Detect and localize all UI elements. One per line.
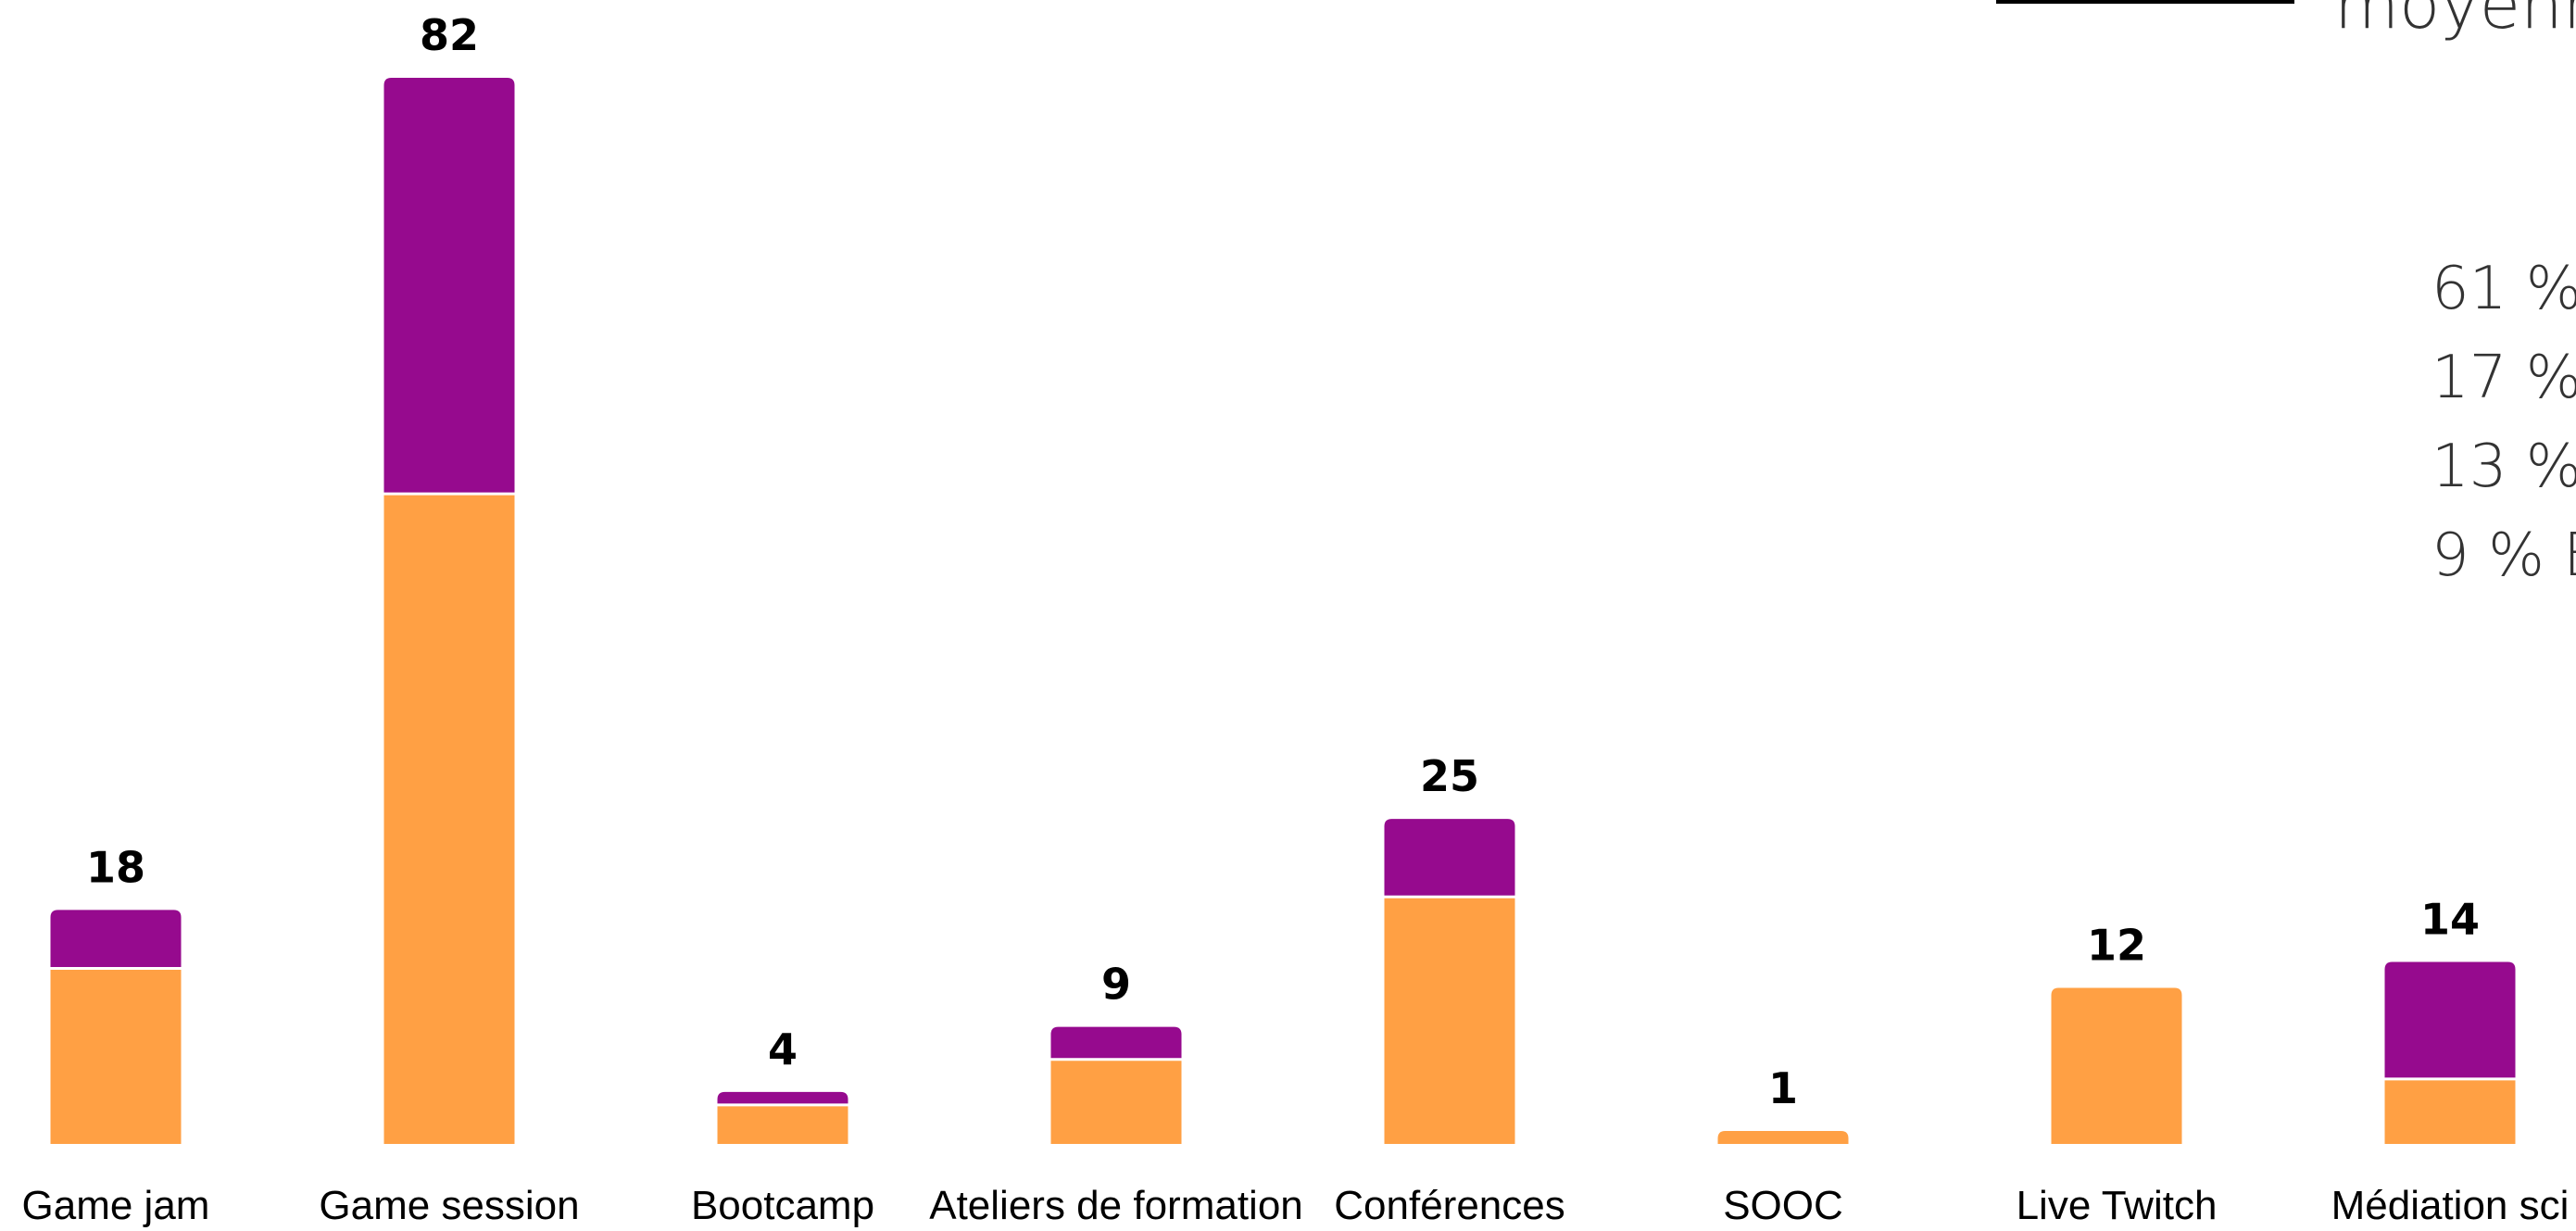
total-label-live-twitch: 12 <box>2087 921 2146 971</box>
total-label-game-jam: 18 <box>86 842 145 892</box>
category-label-bootcamp: Bootcamp <box>691 1183 874 1228</box>
side-stat-4: 9 % E <box>2431 521 2576 590</box>
total-label-conferences: 25 <box>1420 751 1479 801</box>
bar-segment-top-bootcamp <box>717 1091 848 1105</box>
header-text: moyenne <box>2334 0 2576 44</box>
header: moyenne <box>1996 0 2576 44</box>
total-label-ateliers-de-formation: 9 <box>1101 960 1131 1010</box>
side-stat-1: 61 % <box>2431 255 2576 323</box>
total-label-bootcamp: 4 <box>768 1024 798 1074</box>
bar-segment-bottom-ateliers-de-formation <box>1050 1059 1182 1144</box>
total-label-game-session: 82 <box>420 10 479 60</box>
category-label-live-twitch: Live Twitch <box>2017 1183 2218 1228</box>
category-labels: Game jam Game session Bootcamp Ateliers de … <box>22 1183 2570 1228</box>
category-label-ateliers-de-formation: Ateliers de formation <box>929 1183 1303 1228</box>
bar-segment-bottom-live-twitch <box>2051 987 2182 1144</box>
category-label-mediation-sci: Médiation sci <box>2331 1183 2570 1228</box>
category-label-sooc: SOOC <box>1723 1183 1843 1228</box>
total-label-mediation-sci: 14 <box>2420 894 2480 944</box>
bar-segment-top-ateliers-de-formation <box>1050 1026 1182 1060</box>
bar-segment-bottom-mediation-sci <box>2384 1078 2516 1144</box>
bar-segment-bottom-conferences <box>1384 897 1515 1144</box>
category-label-game-session: Game session <box>319 1183 579 1228</box>
category-label-conferences: Conférences <box>1334 1183 1564 1228</box>
bar-segment-top-game-jam <box>50 910 182 969</box>
bar-segment-top-mediation-sci <box>2384 961 2516 1079</box>
category-label-game-jam: Game jam <box>22 1183 210 1228</box>
bar-segment-bottom-game-jam <box>50 968 182 1144</box>
side-stat-3: 13 % <box>2431 433 2576 501</box>
side-stat-2: 17 % <box>2431 344 2576 412</box>
bar-segment-top-game-session <box>383 78 515 495</box>
total-label-sooc: 1 <box>1768 1063 1798 1113</box>
bar-segment-bottom-sooc <box>1717 1130 1849 1144</box>
bars <box>50 78 2516 1144</box>
bar-segment-top-conferences <box>1384 819 1515 898</box>
side-stats: 61 % 17 % 13 % 9 % E <box>2431 255 2576 590</box>
bar-segment-bottom-game-session <box>383 494 515 1144</box>
bar-segment-bottom-bootcamp <box>717 1104 848 1144</box>
